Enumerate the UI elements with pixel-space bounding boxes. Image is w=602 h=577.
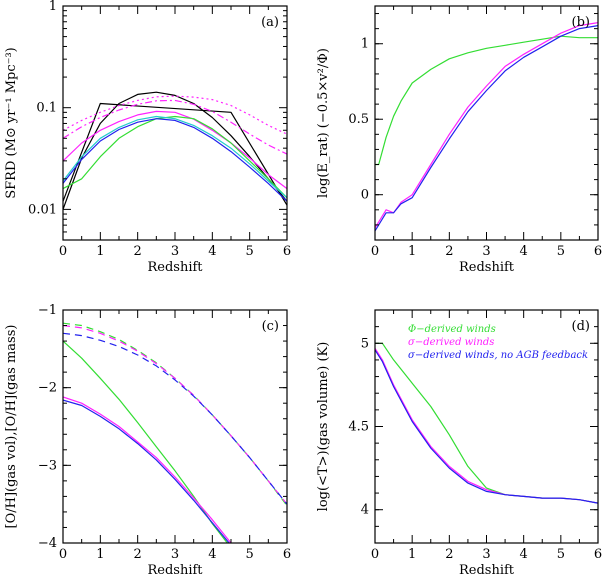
y-axis-label: [O/H](gas vol),[O/H](gas mass): [4, 325, 19, 529]
x-tick-label: 1: [96, 547, 104, 562]
y-axis-label: log(E_rat) (−0.5×v²/Φ): [316, 48, 331, 198]
y-tick-label: −1: [38, 303, 57, 318]
x-tick-label: 4: [208, 244, 216, 259]
series-line-a-4: [63, 110, 287, 190]
x-tick-label: 5: [557, 244, 565, 259]
series-group: [63, 322, 287, 543]
x-tick-label: 6: [283, 547, 291, 562]
x-tick-label: 2: [445, 547, 453, 562]
panel-a: 0 1 2 3 4 5 6 0.01 0.1 1 Redshift SFRD (M⊙ yr⁻¹ Mpc…: [4, 0, 291, 275]
series-line-a-5: [63, 115, 287, 199]
y-tick-label: 4.5: [348, 420, 369, 435]
y-tick-label: 4: [361, 503, 369, 518]
x-axis-label: Redshift: [459, 563, 515, 577]
series-line-c-2: [63, 332, 287, 505]
x-tick-label: 5: [246, 244, 254, 259]
plot-frame: [62, 309, 288, 544]
plot-frame: [374, 5, 599, 241]
series-line-a-0: [63, 102, 287, 206]
series-line-d-2: [375, 349, 598, 504]
x-tick-label: 2: [134, 244, 142, 259]
x-tick-label: 2: [445, 244, 453, 259]
series-group: [375, 342, 598, 504]
legend-entry: Φ−derived winds: [408, 324, 496, 335]
series-line-d-1: [375, 347, 598, 504]
y-tick-label: 0: [361, 188, 369, 203]
panel-label: (a): [261, 15, 279, 30]
x-tick-label: 5: [557, 547, 565, 562]
series-line-a-2: [63, 95, 287, 135]
series-line-c-5: [63, 399, 230, 543]
series-line-d-0: [375, 342, 598, 504]
x-tick-label: 1: [96, 244, 104, 259]
series-line-c-4: [63, 396, 232, 543]
series-line-c-3: [63, 340, 228, 543]
x-tick-label: 0: [59, 244, 67, 259]
series-group: [375, 22, 598, 232]
x-tick-label: 3: [482, 547, 490, 562]
series-line-a-7: [63, 118, 287, 202]
x-axis-label: Redshift: [147, 563, 203, 577]
y-tick-label: −2: [38, 381, 57, 396]
y-tick-label: −3: [38, 458, 57, 473]
series-line-a-1: [63, 91, 287, 210]
series-group: [63, 91, 287, 210]
x-tick-label: 1: [408, 244, 416, 259]
y-tick-label: 1: [361, 37, 369, 52]
series-line-b-0: [375, 35, 598, 166]
x-tick-label: 0: [371, 547, 379, 562]
x-tick-label: 6: [594, 547, 602, 562]
panel-label: (c): [262, 319, 279, 334]
x-tick-label: 4: [520, 547, 528, 562]
x-tick-label: 3: [171, 547, 179, 562]
panel-b: 0 1 2 3 4 5 6 0 0.5 1 Redshift log(E_rat) (−0.5×v²/…: [316, 5, 602, 275]
y-tick-label: 5: [361, 336, 369, 351]
x-tick-label: 4: [208, 547, 216, 562]
x-tick-label: 2: [134, 547, 142, 562]
y-tick-label: −4: [38, 536, 57, 551]
x-tick-label: 1: [408, 547, 416, 562]
panel-label: (b): [572, 15, 590, 30]
y-axis-label: log(<T>)(gas volume) (K): [316, 342, 331, 512]
plot-frame: [62, 5, 288, 241]
x-tick-label: 3: [171, 244, 179, 259]
y-tick-label: 0.01: [28, 202, 57, 217]
x-tick-label: 0: [371, 244, 379, 259]
series-line-a-3: [63, 99, 287, 155]
legend-entry: σ−derived winds, no AGB feedback: [408, 350, 588, 361]
y-tick-label: 0.1: [36, 101, 57, 116]
x-tick-label: 0: [59, 547, 67, 562]
x-tick-label: 3: [482, 244, 490, 259]
x-tick-label: 4: [520, 244, 528, 259]
series-line-b-2: [375, 25, 598, 232]
x-axis-label: Redshift: [459, 260, 515, 275]
panel-label: (d): [572, 319, 590, 334]
panel-c: 0 1 2 3 4 5 6 −4 −3 −2 −1 Redshift [O/H](gas vol),[O…: [4, 303, 291, 577]
y-axis-label: SFRD (M⊙ yr⁻¹ Mpc⁻³): [4, 47, 19, 199]
x-tick-label: 6: [594, 244, 602, 259]
series-line-a-6: [63, 115, 287, 199]
series-line-b-1: [375, 22, 598, 229]
x-tick-label: 5: [246, 547, 254, 562]
y-tick-label: 1: [49, 0, 57, 14]
panel-d: 0 1 2 3 4 5 6 4 4.5 5 Redshift log(<T>)(gas volume)…: [316, 309, 602, 577]
x-tick-label: 6: [283, 244, 291, 259]
y-tick-label: 0.5: [348, 112, 369, 127]
legend-entry: σ−derived winds: [408, 337, 494, 348]
x-axis-label: Redshift: [147, 260, 203, 275]
